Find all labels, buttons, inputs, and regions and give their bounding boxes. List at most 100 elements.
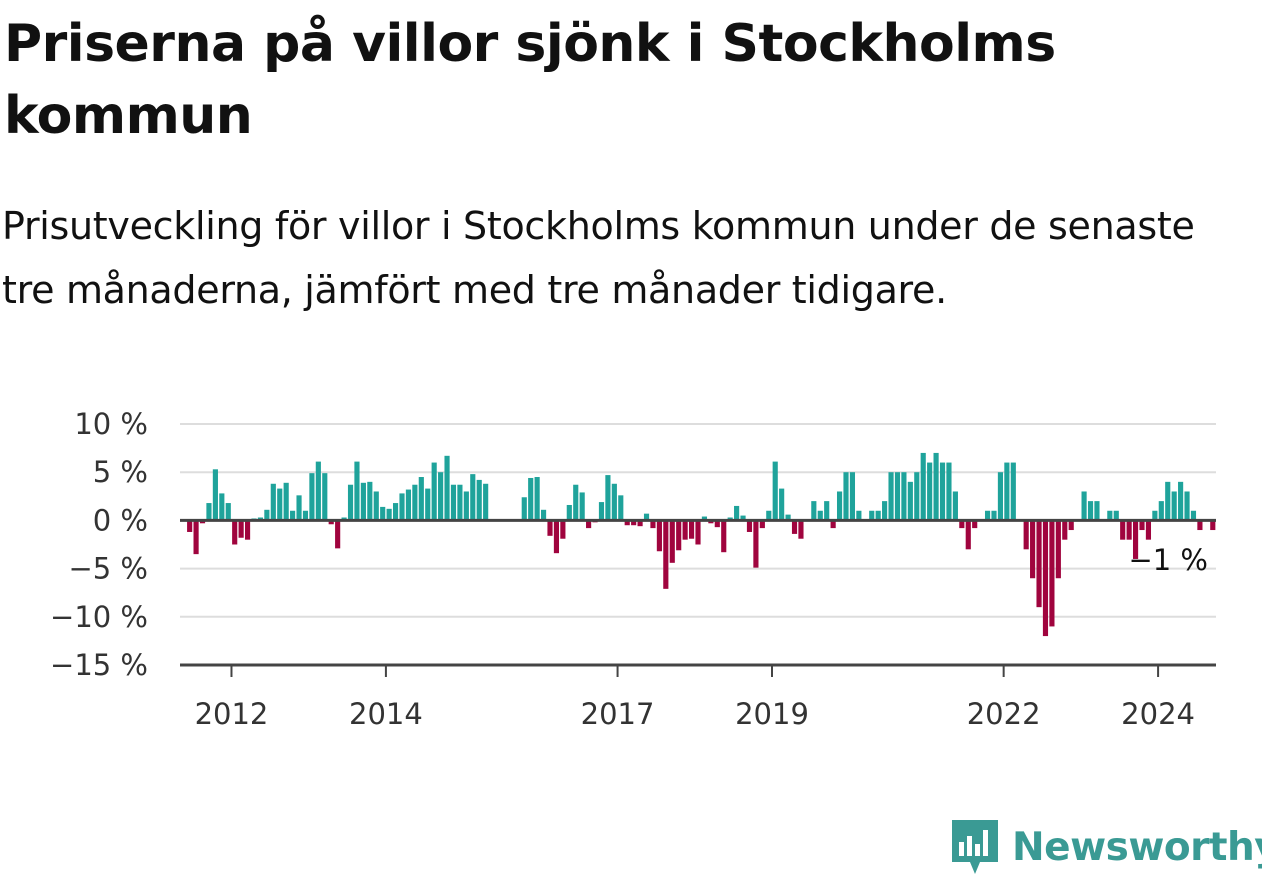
bar — [1107, 510, 1113, 521]
bar — [1120, 520, 1126, 540]
bar — [553, 520, 560, 554]
bar — [444, 455, 450, 521]
bar — [450, 484, 457, 521]
bar — [238, 520, 244, 538]
bar — [721, 520, 727, 553]
bar — [290, 510, 296, 521]
bar — [547, 520, 553, 536]
bar — [611, 483, 617, 521]
bar — [1139, 520, 1145, 531]
bar — [952, 491, 958, 521]
bar — [386, 508, 392, 521]
bar — [746, 520, 753, 532]
bar — [618, 495, 624, 521]
bar — [1152, 510, 1158, 521]
bar — [798, 520, 804, 539]
bar — [586, 520, 592, 529]
bar — [972, 520, 978, 529]
bar — [483, 483, 489, 521]
bar — [219, 493, 225, 521]
bar — [695, 520, 701, 545]
bar — [347, 484, 354, 521]
bar — [1010, 462, 1016, 521]
bar — [817, 510, 823, 521]
bar — [367, 481, 373, 521]
bar — [193, 520, 199, 555]
bar — [811, 501, 817, 521]
bar — [1094, 501, 1100, 521]
bars — [187, 452, 1216, 637]
y-axis-labels: 10 % 5 % 0 % −5 % −10 % −15 % — [50, 407, 148, 682]
bar — [1030, 520, 1036, 579]
bar — [322, 473, 328, 521]
bar — [470, 474, 476, 521]
x-tick-label: 2024 — [1121, 697, 1195, 731]
bar — [405, 489, 412, 521]
bar — [418, 477, 424, 521]
bar — [309, 473, 315, 521]
bar — [335, 520, 341, 549]
bar — [888, 472, 894, 521]
bar — [573, 484, 579, 521]
bar — [830, 520, 836, 529]
chart-subtitle: Prisutveckling för villor i Stockholms k… — [2, 204, 1195, 312]
bar — [1055, 520, 1061, 579]
bar — [598, 502, 605, 521]
y-tick-label: −10 % — [50, 600, 148, 634]
bar — [688, 520, 695, 539]
bar — [380, 506, 386, 521]
bar — [431, 462, 437, 521]
bar — [933, 452, 939, 521]
newsworthy-logo-icon — [952, 820, 998, 874]
bar — [528, 477, 534, 521]
bar — [779, 488, 785, 521]
bar — [753, 520, 759, 568]
bar — [772, 461, 778, 521]
bar — [869, 510, 875, 521]
bar — [476, 479, 482, 521]
bar — [521, 497, 527, 521]
axes — [180, 518, 1216, 677]
bar — [1087, 501, 1094, 521]
bar — [1126, 520, 1132, 540]
bar — [894, 472, 901, 521]
bar — [206, 503, 212, 521]
bar — [1036, 520, 1042, 608]
bar — [534, 477, 540, 521]
bar — [1042, 520, 1049, 637]
bar — [605, 475, 611, 521]
bar — [399, 493, 405, 521]
bar — [875, 510, 881, 521]
bar — [791, 520, 798, 534]
bar — [650, 520, 656, 529]
bar — [1113, 510, 1119, 521]
bar — [965, 520, 971, 550]
bar — [540, 509, 547, 521]
newsworthy-brand: Newsworthy — [950, 818, 1262, 876]
bar — [682, 520, 688, 540]
x-tick-label: 2012 — [195, 697, 269, 731]
bar — [264, 509, 270, 521]
bar — [244, 520, 251, 540]
bar — [270, 483, 276, 521]
bar — [766, 510, 772, 521]
bar — [946, 462, 952, 521]
bar — [740, 515, 746, 521]
bar — [984, 510, 991, 521]
bar — [1210, 520, 1216, 531]
bar — [824, 501, 830, 521]
bar — [283, 482, 289, 521]
bar — [1062, 520, 1068, 540]
bar — [785, 514, 791, 521]
bar — [734, 505, 740, 521]
bar — [373, 491, 379, 521]
bar — [991, 510, 997, 521]
bar — [1197, 520, 1203, 531]
x-tick-label: 2019 — [735, 697, 809, 731]
x-tick-label: 2022 — [967, 697, 1041, 731]
bar — [914, 472, 920, 521]
bar — [759, 520, 765, 529]
x-axis-labels: 2012 2014 2017 2019 2022 2024 — [195, 697, 1195, 731]
bar — [277, 488, 283, 521]
bar — [1171, 491, 1177, 521]
